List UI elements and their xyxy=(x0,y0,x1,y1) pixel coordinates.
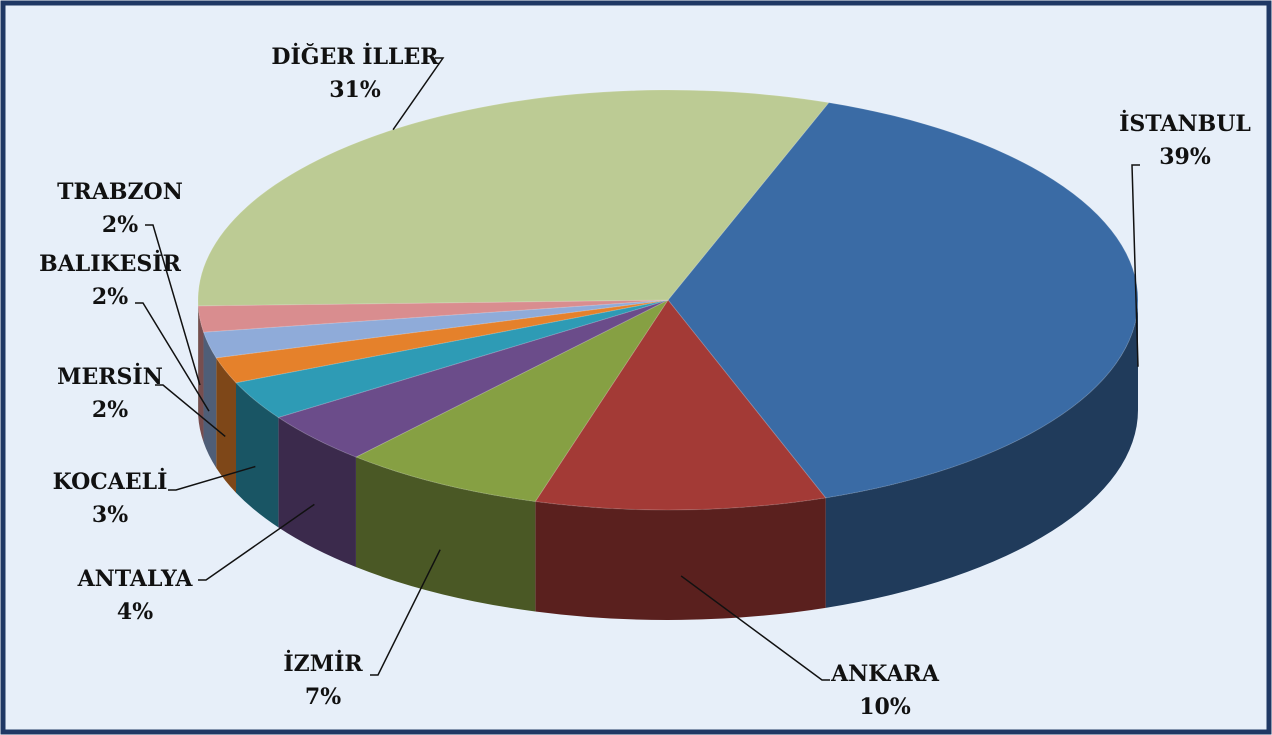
value-label: 31% xyxy=(329,77,381,103)
slice-side xyxy=(236,382,279,528)
slice-side xyxy=(355,457,536,612)
slice xyxy=(202,299,669,359)
slice-side xyxy=(535,497,826,620)
slice xyxy=(215,299,669,384)
slice-label: MERSİN xyxy=(57,362,163,390)
slice xyxy=(235,299,669,418)
slice-label: TRABZON xyxy=(57,179,183,205)
leader-line xyxy=(155,384,226,438)
leader-line xyxy=(680,575,830,681)
slice-label: ANKARA xyxy=(830,661,940,687)
leader-line xyxy=(145,224,201,386)
value-label: 10% xyxy=(859,694,911,720)
slice-label: ANTALYA xyxy=(77,566,194,592)
value-label: 39% xyxy=(1159,144,1211,170)
slice xyxy=(534,299,827,511)
slice-side xyxy=(216,357,237,493)
slice xyxy=(354,298,670,502)
value-label: 4% xyxy=(117,599,153,625)
slice-label: DİĞER İLLER xyxy=(271,42,439,70)
value-label: 2% xyxy=(102,212,138,238)
value-label: 3% xyxy=(92,502,128,528)
leader-line xyxy=(392,57,445,131)
slice xyxy=(277,299,669,458)
slice-side xyxy=(203,332,217,468)
slice-side xyxy=(198,305,204,443)
leader-line xyxy=(370,549,441,676)
slice-label: KOCAELİ xyxy=(53,467,168,495)
slice-side xyxy=(825,300,1138,608)
value-label: 2% xyxy=(92,397,128,423)
leader-line xyxy=(198,503,315,581)
slice-side xyxy=(278,417,356,568)
value-label: 2% xyxy=(92,284,128,310)
slice-label: BALIKESİR xyxy=(39,249,181,277)
slice-label: İZMİR xyxy=(283,649,363,677)
leader-line xyxy=(135,302,210,412)
value-label: 7% xyxy=(305,684,341,710)
slice-label: İSTANBUL xyxy=(1119,109,1251,137)
leader-line xyxy=(1131,164,1140,367)
slice xyxy=(667,102,1139,499)
slice xyxy=(197,299,669,333)
leader-line xyxy=(168,465,256,491)
